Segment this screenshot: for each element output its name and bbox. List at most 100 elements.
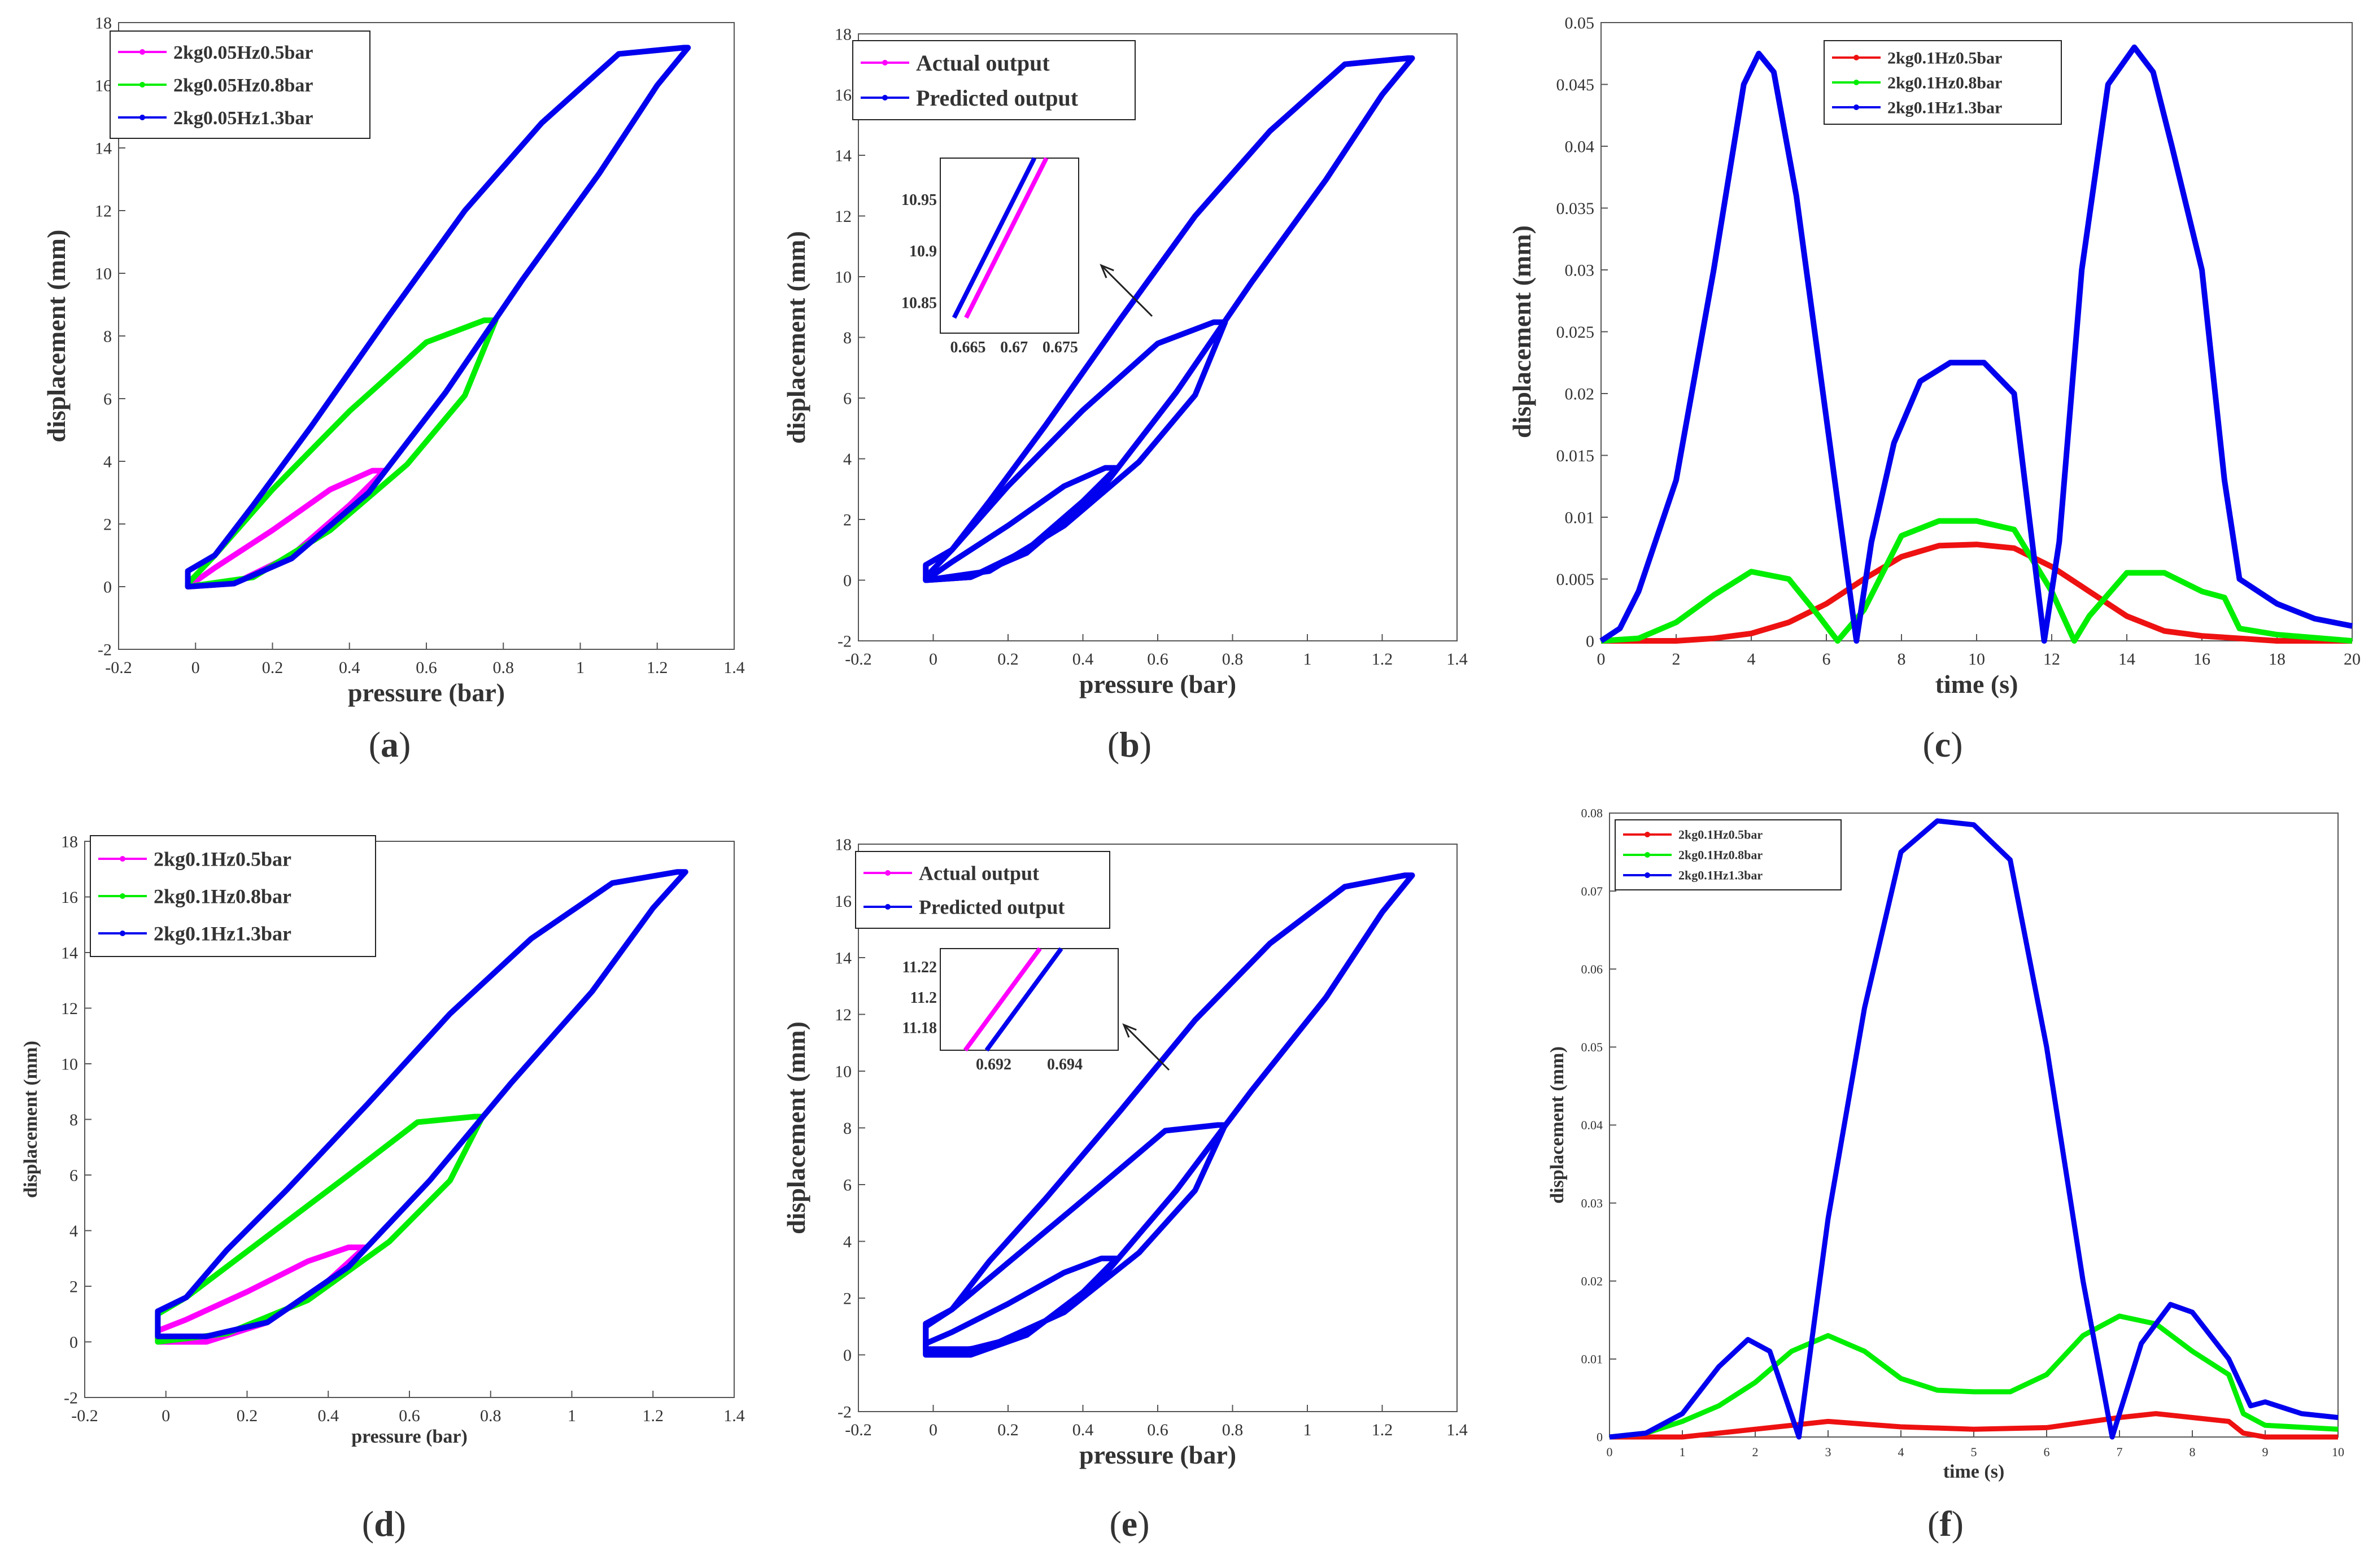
panel-c: 0 2 4 6 8 10 12 14 16 18 20 0 0.005 0.01 0.015 0.02 0.02… [1507, 14, 2361, 765]
y-tick-label: 8 [103, 327, 112, 346]
y-tick-label: 4 [843, 1233, 852, 1251]
y-tick-label: 10 [61, 1055, 78, 1074]
x-tick-label: 18 [2269, 650, 2286, 669]
y-tick-label: 0.02 [1565, 385, 1595, 404]
x-tick-label: 6 [1822, 650, 1831, 669]
series-line [185, 45, 691, 589]
y-tick-label: 12 [835, 207, 852, 226]
y-axis-label: displacement (mm) [782, 1021, 810, 1234]
panel-e: -0.2 0 0.2 0.4 0.6 0.8 1 1.2 1.4-202468101214161… [782, 836, 1468, 1544]
x-tick-label: -0.2 [71, 1407, 98, 1425]
series-line [185, 468, 387, 589]
x-axis-label: pressure (bar) [1079, 1440, 1236, 1469]
series-line [923, 872, 1415, 1352]
x-tick-label: 2 [1672, 650, 1681, 669]
panel-caption: (c) [1922, 724, 1962, 765]
legend-marker [1853, 104, 1859, 110]
caption-letter: a [381, 724, 399, 765]
series-line [923, 465, 1120, 583]
y-tick-label: 12 [95, 202, 112, 221]
inset-y-tick-label: 11.18 [902, 1020, 937, 1037]
y-tick-label: -2 [838, 1403, 852, 1422]
y-tick-label: 14 [95, 139, 112, 158]
y-tick-label: 0.02 [1581, 1274, 1603, 1288]
legend-label: 2kg0.1Hz0.8bar [154, 885, 291, 908]
y-tick-label: 0.045 [1556, 76, 1595, 94]
legend-marker [1645, 832, 1650, 837]
series-line [923, 1255, 1120, 1358]
x-tick-label: 10 [1968, 650, 1985, 669]
x-tick-label: -0.2 [105, 658, 132, 677]
panel-caption: (e) [1109, 1504, 1149, 1544]
legend-marker [882, 60, 888, 65]
x-tick-label: 1.2 [643, 1407, 664, 1425]
x-tick-label: 3 [1825, 1445, 1831, 1459]
inset-x-tick-label: 0.675 [1043, 339, 1078, 356]
y-tick-label: 0 [843, 571, 852, 590]
x-tick-label: 0.2 [262, 658, 284, 677]
series-line [1609, 818, 2339, 1440]
legend-label: 2kg0.05Hz0.5bar [173, 42, 313, 63]
y-tick-label: 4 [103, 453, 112, 471]
x-tick-label: 10 [2332, 1445, 2344, 1459]
legend-label: 2kg0.1Hz1.3bar [1887, 99, 2002, 117]
y-tick-label: 0.05 [1565, 14, 1595, 33]
series-line [155, 869, 688, 1339]
inset-line [984, 947, 1063, 1052]
panel-caption: (f) [1927, 1504, 1964, 1544]
y-tick-label: 6 [69, 1167, 78, 1185]
legend-label: 2kg0.1Hz0.5bar [154, 848, 291, 871]
caption-open: ( [362, 1504, 374, 1544]
x-tick-label: 0.8 [493, 658, 514, 677]
inset-arrow-line [1100, 264, 1153, 317]
x-tick-label: 2 [1752, 1445, 1759, 1459]
caption-open: ( [1109, 1504, 1121, 1544]
x-tick-label: 0.6 [1147, 650, 1168, 669]
legend-marker [139, 82, 145, 88]
x-tick-label: 0.4 [318, 1407, 339, 1425]
x-tick-label: 1 [1303, 650, 1312, 669]
x-tick-label: 1 [568, 1407, 576, 1425]
y-tick-label: 12 [61, 999, 78, 1018]
x-tick-label: 0 [929, 1421, 937, 1439]
inset-y-tick-label: 10.95 [901, 191, 937, 209]
x-tick-label: -0.2 [845, 1421, 872, 1439]
legend-box [852, 40, 1136, 120]
y-tick-label: 0.07 [1581, 884, 1603, 898]
y-tick-label: 8 [69, 1111, 78, 1129]
inset-y-tick-label: 11.2 [910, 989, 937, 1007]
legend-marker [120, 893, 125, 899]
x-tick-label: 1.4 [1446, 1421, 1468, 1439]
series-line [923, 319, 1228, 583]
legend-marker [1645, 872, 1650, 878]
axes-frame [858, 844, 1458, 1412]
legend-box [855, 851, 1110, 929]
legend-marker [882, 95, 888, 101]
y-axis-label: displacement (mm) [42, 230, 71, 443]
y-tick-label: 0.05 [1581, 1040, 1603, 1054]
y-tick-label: 4 [69, 1222, 78, 1241]
series-line [1609, 1313, 2339, 1440]
y-tick-label: 0.025 [1556, 323, 1595, 342]
x-tick-label: 1 [1303, 1421, 1312, 1439]
caption-letter: c [1935, 724, 1951, 765]
x-tick-label: 1.4 [723, 1407, 745, 1425]
x-tick-label: 1.2 [1372, 1421, 1393, 1439]
legend-marker [120, 856, 125, 862]
y-tick-label: 10 [835, 268, 852, 287]
legend-label: Predicted output [919, 896, 1065, 919]
y-tick-label: 16 [95, 77, 112, 95]
y-tick-label: 12 [835, 1006, 852, 1024]
x-tick-label: 0.6 [416, 658, 437, 677]
inset-line [963, 947, 1042, 1052]
panel-caption: (b) [1107, 724, 1152, 765]
y-tick-label: 14 [835, 147, 852, 165]
legend-label: 2kg0.1Hz1.3bar [154, 923, 291, 945]
legend-marker [139, 115, 145, 120]
x-tick-label: 1.2 [1372, 650, 1393, 669]
caption-close: ) [394, 1504, 406, 1544]
series-line [1600, 518, 2353, 644]
panel-b: -0.2 0 0.2 0.4 0.6 0.8 1 1.2 1.4 -2 0 2 4 6 8 10 12 14 16 1… [782, 25, 1468, 765]
x-tick-label: 1 [1680, 1445, 1686, 1459]
x-tick-label: 4 [1898, 1445, 1904, 1459]
